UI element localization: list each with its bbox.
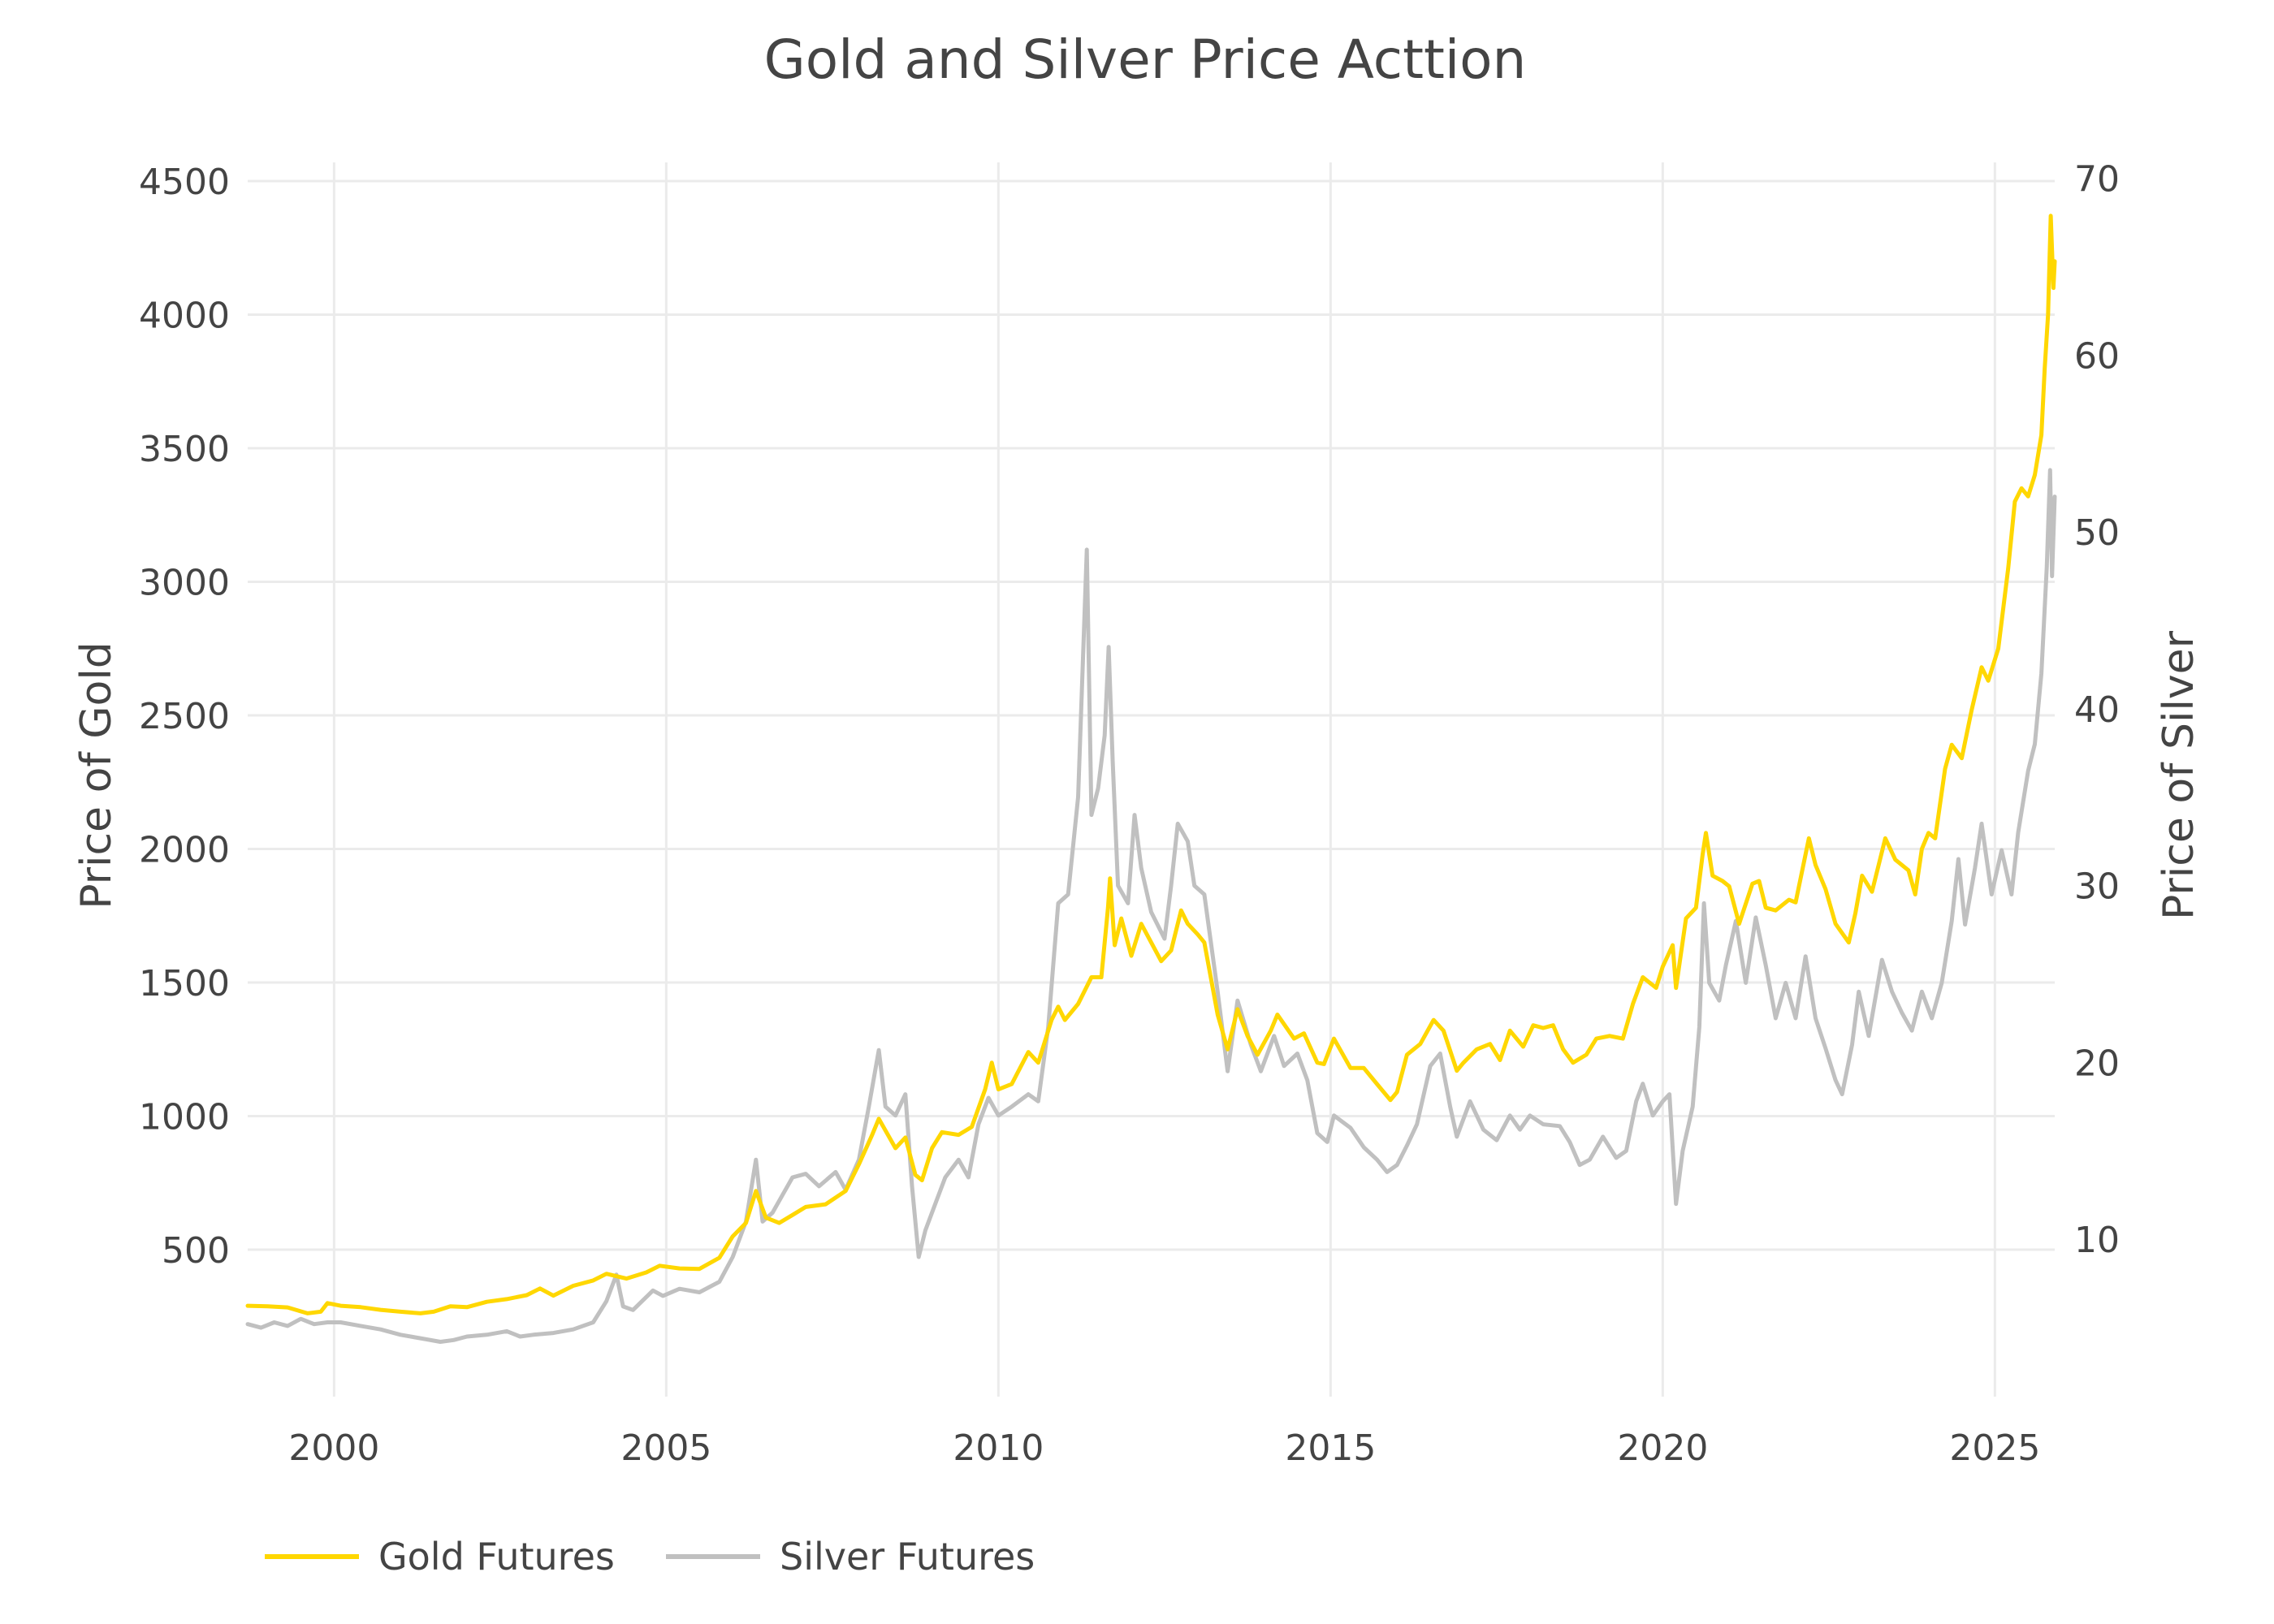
grid-layer (248, 162, 2055, 1397)
y-tick-label-left: 3500 (139, 429, 230, 470)
x-tick-label: 2010 (953, 1427, 1044, 1469)
y-tick-label-right: 70 (2074, 159, 2120, 201)
legend-item-gold[interactable]: Gold Futures (265, 1535, 615, 1579)
series-layer (245, 214, 2057, 1344)
y-tick-label-right: 10 (2074, 1220, 2120, 1261)
y-tick-label-left: 500 (162, 1230, 230, 1272)
y-axis-title-left: Price of Gold (72, 641, 121, 909)
y-tick-label-left: 1500 (139, 963, 230, 1004)
y-tick-label-left: 2500 (139, 696, 230, 737)
legend-item-silver[interactable]: Silver Futures (666, 1535, 1035, 1579)
y-tick-label-right: 40 (2074, 689, 2120, 731)
legend-label-silver: Silver Futures (780, 1535, 1035, 1579)
y-tick-label-left: 4000 (139, 296, 230, 337)
y-tick-label-right: 50 (2074, 512, 2120, 554)
x-tick-label: 2005 (620, 1427, 711, 1469)
chart-title: Gold and Silver Price Acttion (764, 28, 1527, 91)
x-tick-label: 2000 (288, 1427, 379, 1469)
y-tick-label-right: 20 (2074, 1043, 2120, 1084)
y-tick-label-left: 1000 (139, 1097, 230, 1138)
y-tick-label-left: 2000 (139, 830, 230, 871)
x-tick-label: 2020 (1617, 1427, 1708, 1469)
legend: Gold Futures Silver Futures (265, 1535, 1035, 1579)
y-tick-label-right: 30 (2074, 866, 2120, 908)
y-tick-label-left: 4500 (139, 162, 230, 203)
y-tick-label-right: 60 (2074, 335, 2120, 377)
legend-label-gold: Gold Futures (378, 1535, 615, 1579)
x-tick-label: 2025 (1949, 1427, 2040, 1469)
series-line-gold (245, 214, 2057, 1315)
x-tick-label: 2015 (1285, 1427, 1376, 1469)
y-axis-title-right: Price of Silver (2155, 630, 2203, 920)
y-tick-label-left: 3000 (139, 563, 230, 604)
tick-layer: 2000 2005 2010 2015 2020 20255001000150020002… (139, 159, 2120, 1469)
